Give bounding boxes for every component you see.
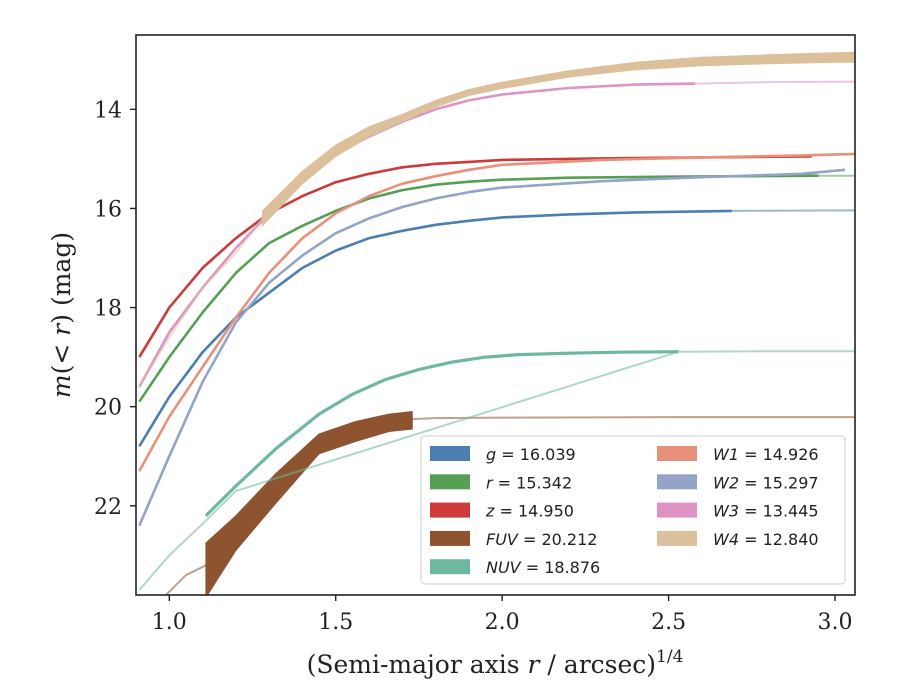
legend: g = 16.039 r = 15.342 z = 14.950 FUV = 20.2… (420, 435, 846, 585)
legend-label-w3: W3 = 13.445 (713, 502, 819, 521)
legend-swatch-w2 (657, 474, 697, 490)
series-w3-line (138, 82, 696, 388)
legend-box (420, 435, 846, 585)
y-tick-label: 18 (94, 297, 122, 322)
plot-frame (135, 34, 856, 596)
legend-swatch-nuv (430, 559, 470, 575)
x-tick-label: 1.5 (318, 610, 353, 635)
series-g-line (138, 209, 732, 447)
legend-label-w2: W2 = 15.297 (713, 473, 819, 492)
legend-swatch-z (430, 502, 470, 518)
y-tick-label: 14 (94, 98, 122, 123)
axes: 1.0 1.5 2.0 2.5 3.0 14 16 18 20 22 (94, 34, 856, 635)
y-tick-label: 20 (94, 396, 122, 421)
x-tick-label: 2.5 (651, 610, 686, 635)
legend-label-fuv: FUV = 20.212 (486, 530, 597, 549)
series-fuv-band (205, 411, 413, 595)
series-w4-faint-line (138, 217, 264, 388)
legend-label-g: g = 16.039 (486, 445, 576, 464)
legend-label-r: r = 15.342 (486, 473, 572, 492)
x-tick-label: 1.0 (152, 610, 187, 635)
legend-swatch-r (430, 474, 470, 490)
series-w4-band (262, 51, 855, 228)
plot-area (138, 51, 855, 595)
y-tick-label: 16 (94, 197, 122, 222)
y-axis-label: m(< r) (mag) (47, 232, 76, 398)
legend-swatch-w4 (657, 530, 697, 546)
legend-label-z: z = 14.950 (485, 502, 574, 521)
series-r-line (138, 174, 819, 403)
x-tick-label: 2.0 (485, 610, 520, 635)
legend-swatch-fuv (430, 530, 470, 546)
series-nuv-faint-line (138, 350, 855, 591)
series-w2-line (138, 168, 846, 527)
legend-swatch-w1 (657, 446, 697, 461)
legend-label-w4: W4 = 12.840 (713, 530, 819, 549)
y-tick-label: 22 (94, 495, 122, 520)
legend-swatch-w3 (657, 502, 697, 518)
x-tick-label: 3.0 (818, 610, 853, 635)
legend-label-nuv: NUV = 18.876 (486, 558, 600, 577)
legend-swatch-g (430, 446, 470, 461)
series-w3-faint-line (695, 80, 855, 85)
series-g-faint-line (731, 209, 855, 212)
legend-label-w1: W1 = 14.926 (713, 445, 819, 464)
series-nuv-line (204, 350, 679, 517)
series-z-line (138, 155, 812, 358)
x-axis-label: (Semi-major axis r / arcsec)1/4 (307, 647, 684, 679)
series-w1-line (138, 152, 855, 472)
